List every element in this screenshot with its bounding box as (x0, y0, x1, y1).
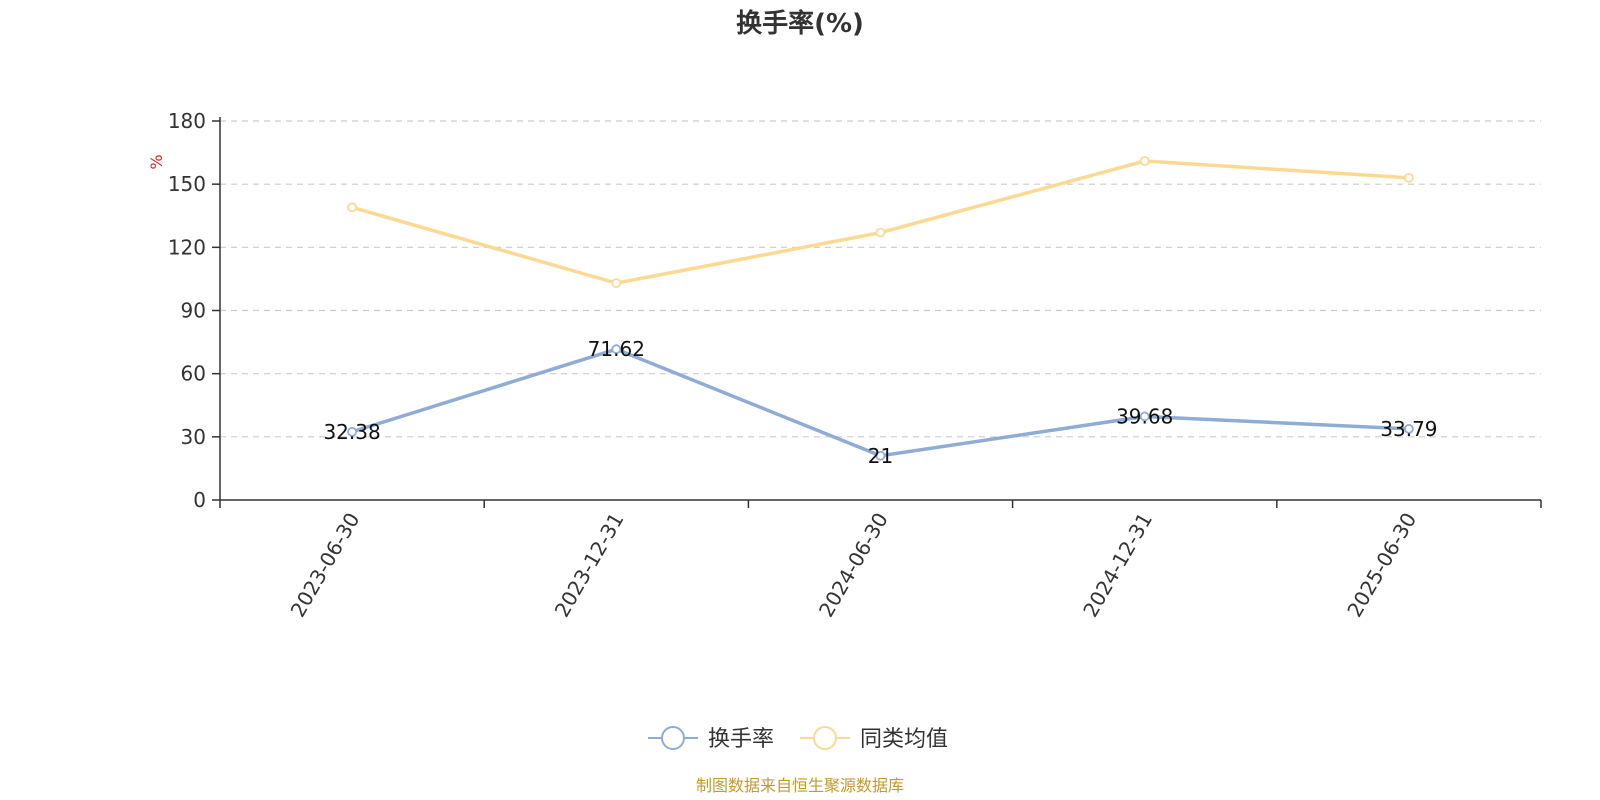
y-axis-unit-label: % (147, 154, 166, 169)
series-lines (347, 156, 1414, 461)
series-0-point-0[interactable] (347, 426, 358, 437)
legend-label-peer-average: 同类均值 (860, 727, 948, 752)
legend-label-turnover: 换手率 (708, 727, 774, 752)
series-line-0 (351, 347, 1409, 458)
series-0-point-1[interactable] (611, 344, 622, 355)
data-label-3: 39.68 (1116, 404, 1173, 428)
legend-item-turnover[interactable]: 换手率 (648, 726, 774, 752)
legend[interactable]: 换手率 同类均值 (648, 726, 948, 752)
y-tick-label-60: 60 (181, 362, 206, 386)
data-source-note: 制图数据来自恒生聚源数据库 (696, 776, 904, 795)
y-tick-label-30: 30 (181, 425, 206, 449)
x-tick-label-2023-12-31: 2023-12-31 (550, 509, 629, 622)
grid-lines (220, 120, 1541, 438)
data-label-4: 33.79 (1380, 417, 1437, 441)
y-tick-label-0: 0 (193, 488, 206, 512)
series-1-point-0[interactable] (347, 202, 358, 213)
x-axis-ticks: 2023-06-30 2023-12-31 2024-06-30 2024-12-31… (219, 500, 1542, 622)
x-tick-label-2024-06-30: 2024-06-30 (814, 509, 893, 622)
series-1-point-4[interactable] (1404, 172, 1414, 183)
y-tick-label-150: 150 (168, 172, 206, 196)
legend-circle-turnover-icon (661, 726, 685, 750)
x-tick-label-2023-06-30: 2023-06-30 (286, 509, 365, 622)
series-0-point-4[interactable] (1404, 423, 1414, 434)
y-tick-label-180: 180 (168, 109, 206, 133)
x-tick-label-2025-06-30: 2025-06-30 (1342, 509, 1421, 622)
series-1-point-3[interactable] (1139, 156, 1150, 166)
data-label-1: 71.62 (588, 337, 645, 361)
y-tick-label-90: 90 (181, 299, 206, 323)
data-label-0: 32.38 (323, 420, 380, 444)
series-0-point-2[interactable] (875, 450, 886, 461)
series-line-1 (351, 159, 1410, 285)
y-tick-label-120: 120 (168, 235, 206, 259)
legend-circle-peer-average-icon (813, 726, 837, 750)
y-axis-ticks: 0 30 60 90 120 150 180 (168, 109, 220, 512)
series-1-point-1[interactable] (611, 278, 622, 289)
series-1-point-2[interactable] (875, 227, 886, 238)
data-labels: 32.38 71.62 21 39.68 33.79 (323, 337, 1437, 468)
data-label-2: 21 (868, 444, 893, 468)
legend-item-peer-average[interactable]: 同类均值 (800, 726, 948, 752)
chart-title: 换手率(%) (736, 8, 864, 39)
x-tick-label-2024-12-31: 2024-12-31 (1078, 509, 1157, 622)
series-0-point-3[interactable] (1139, 411, 1150, 422)
